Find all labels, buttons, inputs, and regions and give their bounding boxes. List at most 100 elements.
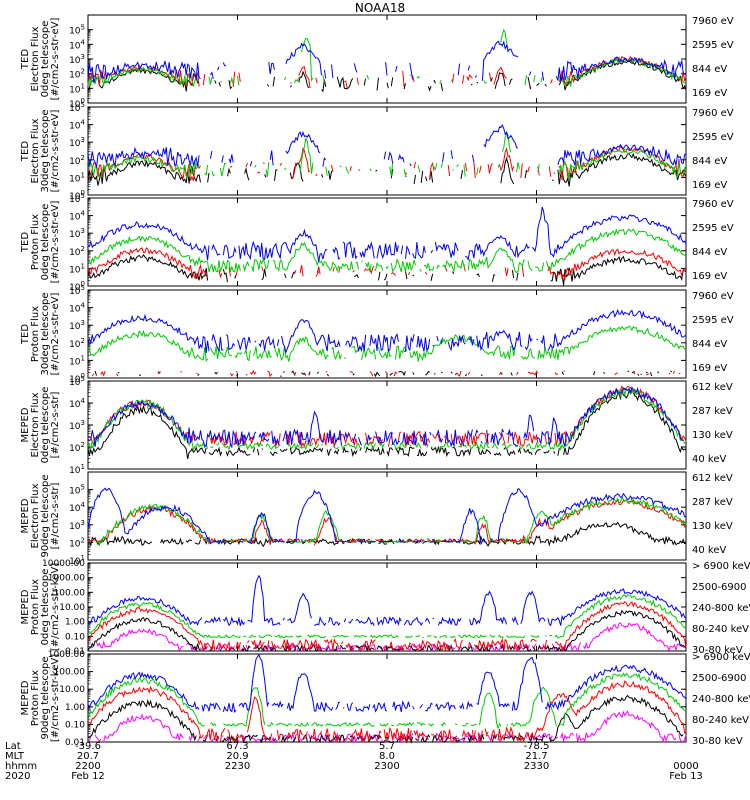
footer-tick-value: 2300 [374, 761, 399, 772]
y-axis-label-line: Electron Flux [30, 118, 41, 183]
series-line-1 [87, 521, 687, 548]
y-tick-label: 105 [69, 375, 85, 388]
y-tick-label: 102 [69, 154, 85, 167]
panel-2: TED Electron Flux 30deg telescope [#/cm2-s-… [20, 101, 734, 202]
y-tick-label: 103 [69, 53, 85, 66]
y-axis-label: TED Electron Flux 0deg telescope [#/cm2-s-s… [20, 18, 61, 101]
series-line-3 [87, 680, 687, 744]
y-tick-label: 0.10 [65, 720, 85, 730]
legend-entry: 30-80 keV [692, 736, 743, 747]
series-line-1 [87, 388, 687, 460]
y-axis-label-line: MEPED [20, 589, 31, 624]
y-tick-label: 102 [69, 337, 85, 350]
y-axis-label-line: Electron Flux [30, 392, 41, 457]
footer-tick-value: Feb 12 [71, 771, 105, 782]
panel-frame [87, 471, 687, 561]
legend-entry: 7960 eV [692, 199, 734, 210]
panel-1: TED Electron Flux 0deg telescope [#/cm2-s-s… [20, 14, 734, 110]
y-tick-label: 100 [69, 280, 85, 293]
legend-entry: 169 eV [692, 88, 727, 99]
footer-tick-value: 2200 [75, 761, 100, 772]
series-line-3 [87, 386, 686, 452]
series-line-2 [91, 369, 681, 378]
series-line-4 [88, 387, 686, 447]
y-axis-label-line: 90deg telescope [40, 656, 51, 739]
y-axis-label-line: [#/cm2-s-str-keV] [50, 654, 61, 742]
y-axis-label-line: 0deg telescope [40, 21, 51, 98]
y-tick-label: 104 [69, 302, 85, 315]
panel-5: MEPED Electron Flux 0deg telescope [#/cm2-s… [20, 375, 733, 476]
y-axis-label: MEPED Electron Flux 0deg telescope [#/cm2-s… [20, 387, 61, 464]
footer-tick-value: 20.9 [226, 751, 248, 762]
legend-entry: > 6900 keV [692, 652, 750, 663]
legend-entry: 30-80 keV [692, 645, 743, 656]
panel-frame [87, 106, 687, 196]
y-tick-label: 102 [69, 245, 85, 258]
y-tick-label: 100.00 [54, 588, 86, 598]
footer-tick-value: 67.3 [226, 741, 248, 752]
y-axis-label-line: TED [20, 141, 31, 162]
y-axis-label-line: 30deg telescope [40, 109, 51, 192]
y-tick-label: 1.00 [65, 618, 85, 628]
y-tick-label: 100 [69, 97, 85, 110]
y-tick-label: 100 [69, 189, 85, 202]
panel-3: TED Proton Flux 0deg telescope [#/cm2-s-str… [20, 192, 734, 293]
legend-entry: 169 eV [692, 180, 727, 191]
y-axis-label: MEPED Proton Flux 90deg telescope [#/cm2-s-… [20, 654, 61, 742]
y-tick-label: 103 [69, 319, 85, 332]
y-axis-label-line: 0deg telescope [40, 204, 51, 281]
chart-title: NOAA18 [355, 1, 405, 15]
legend-entry: 612 keV [692, 382, 733, 393]
series-line-3 [87, 228, 687, 274]
series-line-1 [87, 58, 687, 93]
y-tick-label: 105 [69, 24, 85, 37]
y-tick-label: 101 [69, 554, 85, 567]
y-tick-label: 1000.00 [48, 650, 85, 660]
panel-8: MEPED Proton Flux 90deg telescope [#/cm2-s-… [20, 650, 750, 748]
y-tick-label: 103 [69, 227, 85, 240]
y-tick-label: 101 [69, 354, 85, 367]
y-axis-label-line: Proton Flux [30, 306, 41, 362]
y-tick-label: 103 [69, 136, 85, 149]
legend-entry: 2500-6900 [692, 582, 747, 593]
series-line-4 [87, 672, 687, 730]
footer-tick-value: 0000 [673, 761, 698, 772]
y-axis-label-line: [#/cm2-s-str-eV] [50, 201, 61, 284]
y-tick-label: 102 [69, 441, 85, 454]
series-line-1 [95, 371, 683, 376]
panel-frame [87, 289, 687, 379]
legend-entry: 844 eV [692, 247, 727, 258]
series-line-4 [87, 124, 687, 168]
y-tick-label: 10000.00 [42, 559, 85, 569]
y-axis-label-line: Electron Flux [30, 483, 41, 548]
y-tick-label: 105 [69, 484, 85, 497]
y-axis-label: TED Proton Flux 0deg telescope [#/cm2-s-str… [20, 201, 61, 284]
y-tick-label: 101 [69, 171, 85, 184]
y-tick-label: 104 [69, 210, 85, 223]
legend-entry: 287 keV [692, 406, 733, 417]
footer-tick-value: -78.5 [524, 741, 550, 752]
series-line-1 [87, 253, 687, 286]
series-line-5 [87, 574, 687, 627]
legend-entry: 2595 eV [692, 315, 734, 326]
footer-tick-value: 20.7 [77, 751, 99, 762]
y-tick-label: 0.01 [65, 738, 85, 748]
series-line-4 [87, 487, 687, 546]
legend-entry: 7960 eV [692, 291, 734, 302]
y-axis-label-line: [#/cm2-s-str-keV] [50, 563, 61, 651]
y-axis-label: MEPED Proton Flux 0deg telescope [#/cm2-s-s… [20, 563, 61, 651]
y-axis-label-line: [#/cm2-s-str] [50, 391, 61, 458]
y-axis-label-line: TED [20, 324, 31, 345]
y-tick-label: 103 [69, 519, 85, 532]
y-tick-label: 10.00 [59, 603, 85, 613]
series-line-4 [87, 308, 687, 355]
series-line-2 [87, 498, 687, 546]
legend-entry: 130 keV [692, 430, 733, 441]
series-line-4 [87, 40, 687, 83]
y-axis-label-line: Proton Flux [30, 670, 41, 726]
footer-tick-value: 5.7 [379, 741, 395, 752]
y-axis-label: TED Electron Flux 30deg telescope [#/cm2-s-… [20, 109, 61, 192]
y-tick-label: 103 [69, 419, 85, 432]
